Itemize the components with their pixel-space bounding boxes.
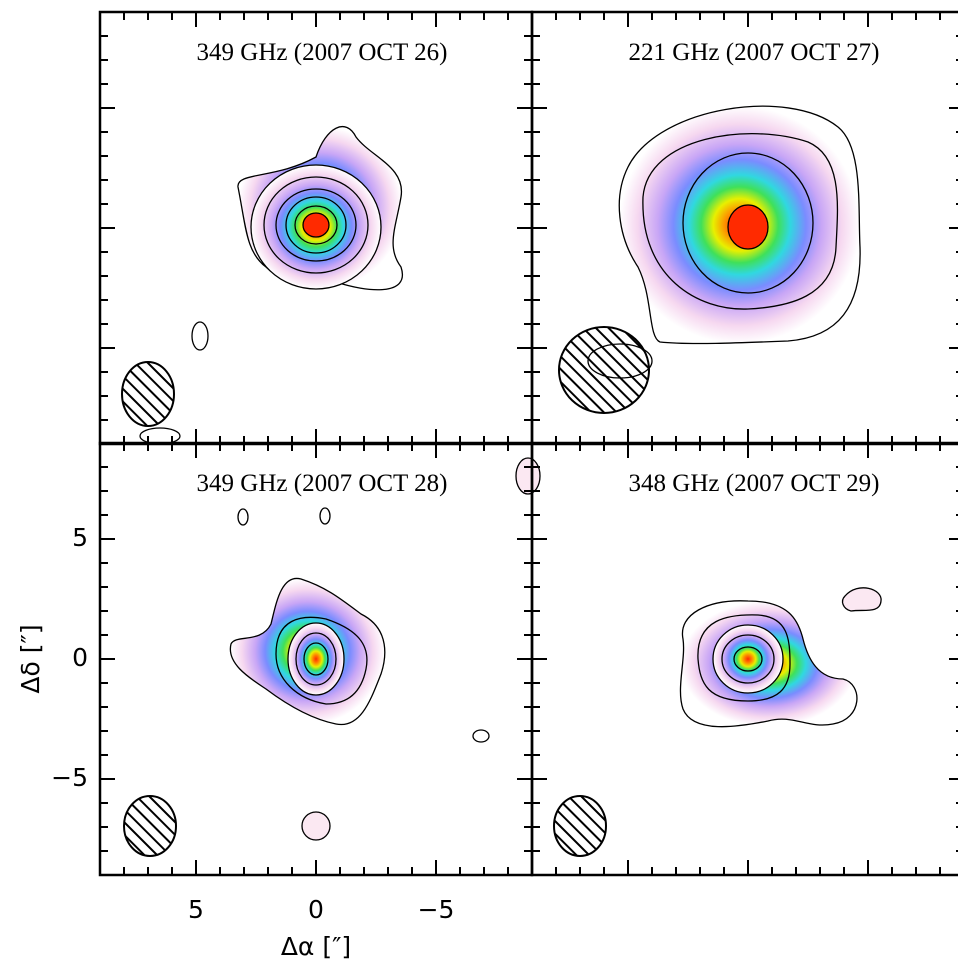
y-axis-label: Δδ [″]	[16, 624, 45, 693]
panel-image-1	[121, 125, 404, 445]
panel-title: 349 GHz (2007 OCT 28)	[197, 470, 448, 497]
panel-title: 349 GHz (2007 OCT 26)	[197, 39, 448, 66]
x-tick-label: −5	[418, 895, 455, 924]
y-tick-label: 5	[72, 523, 88, 552]
x-tick-label: 5	[188, 895, 204, 924]
panel-image-3	[123, 457, 541, 857]
panel-title: 348 GHz (2007 OCT 29)	[629, 470, 880, 497]
y-tick-label: 0	[72, 643, 88, 672]
y-tick-label: −5	[51, 763, 88, 792]
panel-image-4	[553, 587, 882, 857]
x-tick-label: 0	[308, 895, 324, 924]
panel-title: 221 GHz (2007 OCT 27)	[629, 39, 880, 66]
x-axis-label: Δα [″]	[281, 932, 351, 961]
panel-image-2	[558, 105, 861, 414]
